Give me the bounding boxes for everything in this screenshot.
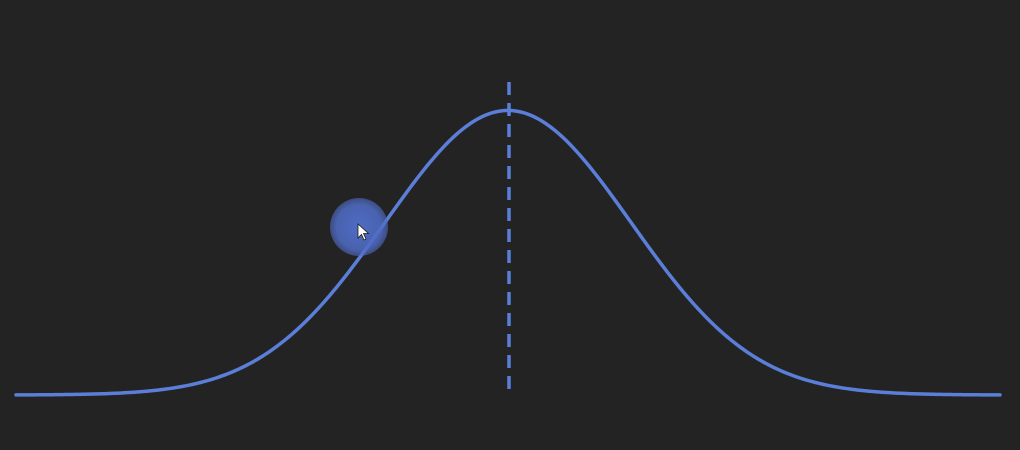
mouse-pointer-icon <box>357 223 370 241</box>
cursor-highlight <box>330 198 388 256</box>
